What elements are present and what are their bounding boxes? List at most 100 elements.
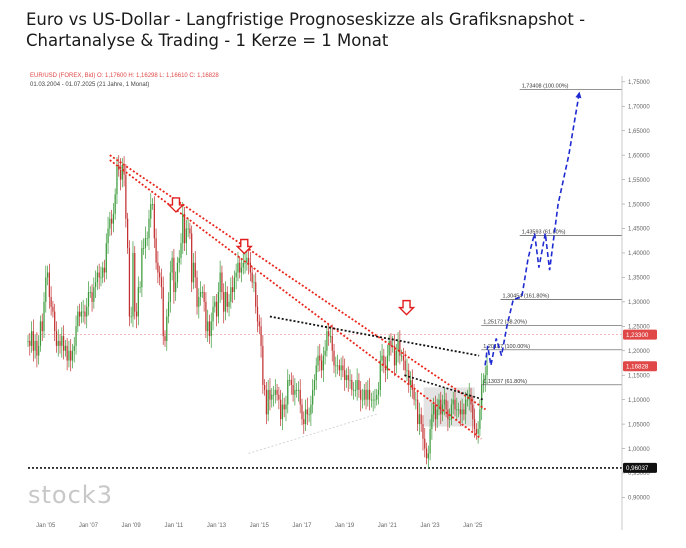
candle-body [331, 336, 333, 351]
y-tick-label: 0,90000 [628, 496, 650, 502]
price-badge [623, 329, 657, 340]
y-tick-label: 1,50000 [628, 202, 650, 208]
candle-body [45, 277, 47, 302]
candle-body [388, 340, 390, 356]
x-tick-label: Jan '07 [79, 523, 99, 529]
price-chart[interactable]: 1,73408 (100.00%) 1,43593 (61.80%) 1,30454… [0, 60, 686, 548]
candle-body [82, 311, 84, 313]
candle-body [429, 428, 431, 454]
candle-body [465, 399, 467, 415]
candles [27, 155, 488, 469]
candle-body [272, 394, 275, 396]
candle-body [322, 355, 324, 371]
candle-body [98, 272, 100, 278]
candle-body [203, 292, 205, 302]
forecast-dashed-line [484, 91, 581, 366]
candle-body [459, 409, 461, 415]
candle-body [119, 169, 122, 180]
candle-body [198, 296, 200, 307]
candle-body [249, 262, 252, 273]
candle-body [278, 394, 280, 400]
candle-body [329, 336, 332, 337]
candle-body [205, 301, 207, 332]
candle-body [288, 380, 291, 381]
candle-body [354, 389, 356, 391]
candle-body [308, 414, 310, 416]
candle-body [340, 365, 342, 371]
candle-body [312, 389, 314, 405]
candle-body [326, 331, 328, 351]
red-downtrend-upper [109, 154, 487, 411]
x-tick-label: Jan '25 [463, 523, 483, 529]
candle-body [267, 389, 269, 415]
y-tick-label: 1,35000 [628, 276, 650, 282]
stock3-logo: stock3 [28, 481, 113, 509]
candle-body [57, 340, 59, 346]
candle-body [409, 380, 412, 385]
candle-body [256, 306, 259, 322]
candle-body [377, 389, 380, 395]
y-tick-label: 1,55000 [628, 178, 650, 184]
candle-body [434, 404, 437, 420]
candle-body [251, 272, 253, 283]
candle-body [244, 262, 246, 264]
y-tick-label: 1,05000 [628, 422, 650, 428]
price-badge-label: 1,23300 [626, 332, 649, 339]
candle-body [201, 292, 203, 293]
candle-body [345, 375, 348, 381]
candle-body [121, 164, 123, 180]
candle-body [159, 272, 161, 278]
candle-body [466, 399, 469, 401]
candle-body [128, 248, 131, 317]
candle-body [175, 282, 177, 293]
candle-body [294, 389, 296, 395]
candle-body [139, 287, 141, 288]
candle-body [374, 399, 376, 401]
candle-body [313, 380, 316, 390]
candle-body [265, 389, 268, 415]
candle-body [192, 262, 195, 283]
grey-support-trend [248, 413, 377, 454]
fib-level-label: 1,13037 (61.80%) [483, 379, 527, 385]
candle-body [436, 409, 438, 420]
candle-body [449, 419, 451, 421]
candle-body [30, 331, 33, 346]
candle-body [182, 213, 184, 244]
candle-body [214, 301, 216, 307]
price-badge [623, 462, 657, 473]
chart-grid [28, 334, 622, 469]
candle-body [151, 204, 154, 205]
candle-body [166, 316, 168, 341]
candle-body [141, 248, 143, 288]
candle-body [482, 380, 485, 385]
candle-body [52, 306, 54, 312]
x-tick-label: Jan '23 [420, 523, 440, 529]
candle-body [479, 409, 481, 429]
x-tick-label: Jan '15 [250, 523, 270, 529]
candle-body [118, 164, 120, 170]
fib-level-label: 1,25172 (38.20%) [483, 319, 527, 325]
candle-body [420, 414, 422, 425]
candle-body [199, 292, 202, 297]
candle-body [150, 204, 152, 219]
price-badge-label: 1,16828 [626, 364, 649, 371]
candle-body [352, 389, 355, 391]
candle-body [304, 409, 307, 425]
candle-body [338, 365, 340, 371]
candle-body [404, 360, 406, 371]
page-title: Euro vs US-Dollar - Langfristige Prognos… [26, 10, 586, 50]
candle-body [306, 409, 308, 415]
candle-body [319, 355, 321, 361]
candle-body [91, 292, 93, 302]
candle-body [315, 365, 317, 381]
candle-body [84, 311, 86, 317]
candle-body [433, 404, 435, 415]
candle-body [269, 389, 271, 400]
candle-body [370, 399, 373, 401]
candle-body [231, 287, 234, 293]
candle-body [271, 394, 273, 400]
y-tick-label: 1,60000 [628, 153, 650, 159]
candle-body [365, 389, 367, 400]
candle-body [34, 340, 36, 351]
candle-body [87, 292, 90, 307]
